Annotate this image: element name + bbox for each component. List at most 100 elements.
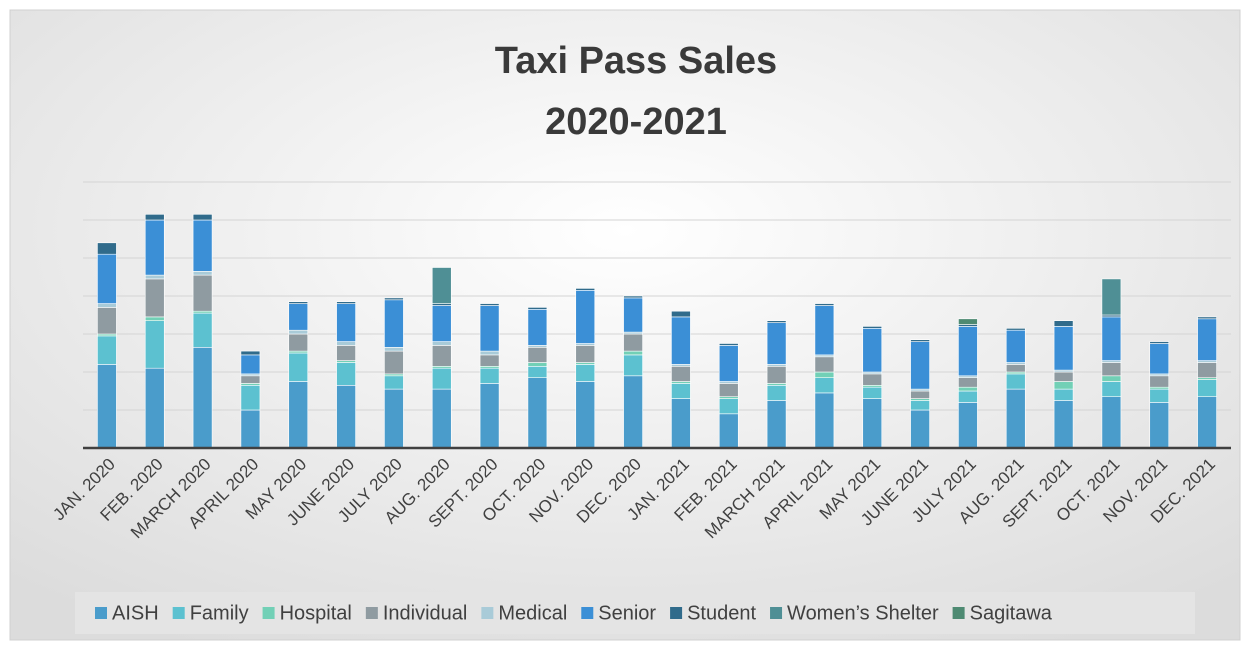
bar-segment [623,354,643,377]
legend-label: AISH [112,602,159,624]
bar-segment [336,345,356,361]
bar-segment [336,384,356,449]
bar-segment [97,303,117,308]
bar-segment [671,365,691,382]
bar-segment [1101,362,1122,377]
bar-segment [144,320,165,369]
legend-swatch [481,607,494,619]
bar-segment [623,375,643,449]
bar-segment [97,253,117,304]
bar-segment [527,308,548,346]
bar-segment [527,362,548,367]
bar-segment [431,305,452,342]
bar-segment [814,356,835,373]
bar-segment [384,299,404,348]
bar-segment [814,377,835,394]
bar-segment [1053,371,1074,382]
bar-segment [766,322,787,365]
bar-segment [527,346,548,363]
bar-segment [1101,375,1122,382]
bar-segment [718,398,739,415]
bar-segment [192,346,213,449]
bar-segment [240,384,261,411]
bar-segment [288,352,309,382]
bar-segment [862,386,883,399]
bar-segment [910,409,930,449]
bar-segment [479,354,500,367]
bar-segment [240,354,261,375]
bar-segment [336,301,356,304]
bar-segment [958,326,978,377]
bar-segment [766,320,787,323]
bar-segment [479,350,500,356]
bar-segment [240,350,261,356]
legend-label: Women’s Shelter [787,602,939,624]
bar-segment [336,362,356,386]
bar-segment [814,392,835,449]
bar-segment [718,413,739,449]
bar-segment [97,307,117,335]
bar-segment [431,367,452,390]
bar-segment [718,343,739,346]
bar-segment [814,303,835,306]
bar-segment [862,326,883,329]
bar-segment [431,267,452,304]
bar-segment [384,375,404,390]
bar-segment [144,278,165,318]
legend-background [75,592,1195,634]
bar-segment [766,400,787,449]
bar-segment [862,373,883,386]
bar-segment [910,390,930,399]
bar-segment [814,305,835,356]
bar-segment [144,219,165,276]
bar-segment [431,388,452,449]
bar-segment [192,274,213,312]
bar-segment [144,214,165,221]
bar-segment [958,377,978,388]
bar-segment [718,345,739,382]
bar-segment [1197,379,1217,398]
legend-swatch [365,607,378,619]
bar-segment [910,339,930,342]
legend-swatch [95,607,107,619]
bar-segment [192,219,213,272]
legend-swatch [952,607,965,619]
bar-segment [1197,362,1217,378]
bar-segment [1005,388,1026,449]
bar-segment [288,381,309,449]
bar-segment [1149,388,1170,403]
bar-segment [527,307,548,310]
bar-segment [479,367,500,384]
bar-segment [97,335,117,365]
bar-segment [1101,278,1122,316]
bar-segment [479,305,500,352]
bar-segment [862,327,883,373]
legend-label: Senior [598,602,656,624]
bar-segment [144,316,165,321]
bar-segment [575,288,596,291]
bar-segment [575,289,596,344]
bar-segment [1197,396,1217,449]
bar-segment [575,364,596,382]
chart-title: 2020-2021 [545,101,727,143]
bar-segment [384,388,404,449]
bar-segment [336,341,356,346]
bar-segment [814,371,835,378]
bar-segment [384,297,404,301]
bar-segment [384,346,404,352]
bar-segment [97,242,117,255]
legend-label: Student [687,602,756,624]
bar-segment [1005,373,1026,390]
bar-segment [479,303,500,306]
legend-swatch [581,607,594,619]
bar-segment [718,383,739,397]
bar-segment [671,383,691,399]
bar-segment [671,398,691,449]
bar-segment [575,381,596,449]
bar-segment [671,310,691,318]
bar-segment [1197,316,1217,320]
bar-segment [192,312,213,348]
bar-segment [1101,316,1122,361]
bar-segment [623,350,643,356]
